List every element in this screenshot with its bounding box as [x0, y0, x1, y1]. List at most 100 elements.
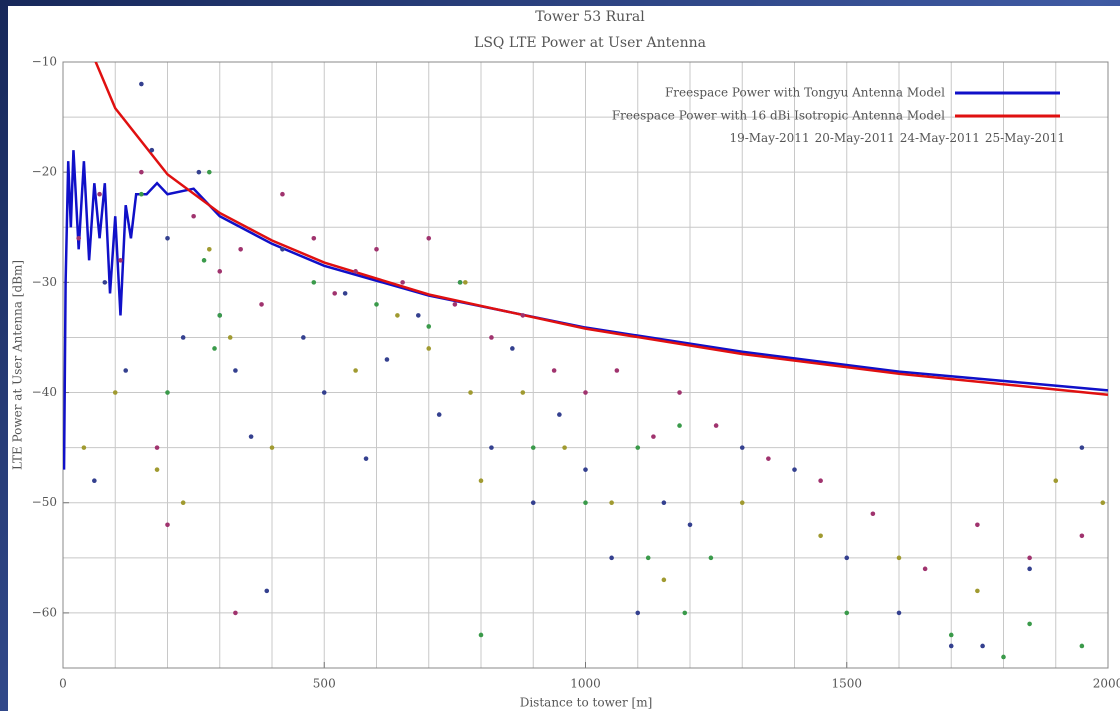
plot-frame — [62, 61, 1109, 669]
data-point — [530, 445, 536, 450]
data-point — [1027, 555, 1032, 561]
data-point — [583, 467, 588, 472]
data-point — [975, 522, 980, 528]
data-point — [677, 390, 682, 395]
data-point — [1027, 566, 1032, 572]
legend-row: 19-May-2011 20-May-2011 24-May-2011 25-May-… — [729, 131, 1065, 145]
data-point — [97, 191, 102, 197]
panel — [8, 6, 1120, 711]
x-tick-label: 0 — [59, 677, 67, 691]
data-point — [353, 269, 358, 274]
data-point — [870, 511, 876, 517]
data-point — [948, 632, 954, 638]
data-point — [844, 610, 850, 616]
data-point — [609, 555, 614, 561]
data-point — [478, 478, 484, 483]
data-point — [76, 235, 81, 241]
data-point — [948, 643, 954, 649]
data-point — [123, 368, 128, 373]
data-point — [165, 390, 170, 395]
data-point — [792, 467, 797, 472]
legend-label: Freespace Power with 16 dBi Isotropic An… — [612, 109, 945, 123]
data-point — [739, 445, 745, 450]
data-point — [583, 390, 588, 395]
data-point — [363, 456, 369, 461]
data-point — [165, 522, 170, 528]
data-point — [463, 280, 468, 285]
data-point — [311, 235, 317, 241]
data-point — [264, 588, 270, 594]
data-point — [489, 335, 494, 340]
data-point — [149, 147, 155, 153]
data-point — [139, 169, 144, 175]
data-point — [708, 555, 714, 561]
data-point — [269, 445, 275, 450]
chart-subtitle: LSQ LTE Power at User Antenna — [474, 35, 706, 51]
data-point — [118, 258, 123, 263]
data-point — [520, 313, 526, 318]
data-point — [635, 610, 641, 616]
data-point — [212, 346, 217, 351]
data-point — [1079, 445, 1085, 450]
data-point — [139, 191, 144, 197]
data-point — [1079, 533, 1085, 539]
data-point — [280, 191, 285, 197]
data-point — [321, 390, 327, 395]
y-tick-label: −30 — [32, 275, 57, 289]
data-point — [426, 346, 432, 351]
data-point — [301, 335, 306, 340]
data-point — [1053, 478, 1059, 483]
data-point — [400, 280, 405, 285]
model-line — [63, 150, 1108, 470]
y-tick-label: −50 — [32, 495, 57, 509]
y-tick-label: −60 — [32, 605, 57, 619]
data-point — [201, 258, 207, 263]
chart-title: Tower 53 Rural — [535, 9, 645, 25]
data-point — [844, 555, 850, 561]
data-point — [713, 423, 719, 428]
data-point — [280, 247, 285, 252]
data-point — [651, 434, 656, 439]
data-point — [739, 500, 745, 506]
data-point — [217, 313, 223, 318]
data-point — [530, 500, 536, 506]
data-point — [233, 368, 238, 373]
data-point — [81, 445, 87, 450]
data-point — [353, 368, 358, 373]
data-point — [332, 291, 338, 296]
data-point — [896, 610, 902, 616]
data-point — [217, 269, 223, 274]
data-point — [154, 445, 160, 450]
data-point — [1027, 621, 1032, 627]
data-point — [635, 445, 641, 450]
data-point — [645, 555, 651, 561]
data-point — [180, 335, 186, 340]
data-point — [233, 610, 238, 616]
data-point — [112, 390, 118, 395]
x-tick-label: 1000 — [570, 677, 601, 691]
y-axis-label: LTE Power at User Antenna [dBm] — [11, 260, 25, 470]
data-point — [818, 533, 823, 539]
data-point — [139, 81, 144, 87]
data-point — [677, 423, 682, 428]
data-point — [180, 500, 186, 506]
data-point — [520, 390, 526, 395]
x-tick-label: 1500 — [831, 677, 862, 691]
data-point — [452, 302, 458, 307]
data-point — [196, 169, 202, 175]
data-point — [922, 566, 928, 572]
data-point — [478, 632, 484, 638]
data-point — [510, 346, 515, 351]
model-line — [94, 62, 1108, 396]
data-point — [562, 445, 567, 450]
data-point — [259, 302, 264, 307]
data-point — [238, 247, 243, 252]
data-point — [436, 412, 442, 417]
x-tick-label: 2000 — [1093, 677, 1120, 691]
data-point — [165, 235, 170, 241]
data-point — [416, 313, 421, 318]
data-point — [468, 390, 473, 395]
legend-label: 24-May-2011 — [900, 131, 980, 145]
